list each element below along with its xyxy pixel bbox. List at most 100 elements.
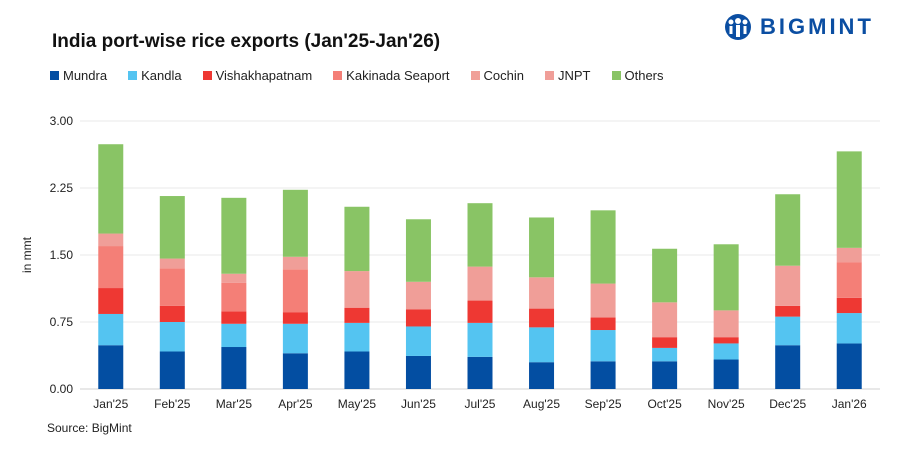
legend-swatch [611, 71, 621, 80]
bar-segment-jnpt [529, 277, 555, 309]
legend-label: Kakinada Seaport [346, 68, 450, 83]
x-tick-label: Apr'25 [278, 397, 313, 411]
bar-segment-kakinada-seaport [98, 246, 124, 289]
bar-segment-kakinada-seaport [159, 268, 185, 306]
legend-item-jnpt: JNPT [545, 68, 591, 83]
bar-segment-kakinada-seaport [282, 269, 308, 313]
bar-segment-others [159, 196, 185, 259]
bar-segment-kandla [590, 330, 616, 362]
x-tick-label: Jan'26 [832, 397, 867, 411]
y-tick-label: 2.25 [50, 181, 74, 195]
bar-segment-kandla [652, 347, 678, 362]
legend-label: Mundra [63, 68, 108, 83]
bar-segment-mundra [529, 362, 555, 389]
bar-segment-jnpt [344, 271, 370, 308]
logo-text: BIGMINT [760, 14, 874, 39]
x-tick-label: Dec'25 [769, 397, 806, 411]
x-tick-label: Jul'25 [465, 397, 496, 411]
x-tick-label: May'25 [338, 397, 377, 411]
bar-segment-kandla [529, 327, 555, 363]
bar-segment-others [221, 197, 247, 274]
bar-segment-vishakhapatnam [405, 309, 431, 327]
bigmint-logo: BIGMINT [724, 13, 874, 41]
bar-segment-kandla [775, 316, 801, 346]
bar-segment-vishakhapatnam [529, 308, 555, 328]
bar-segment-vishakhapatnam [467, 300, 493, 323]
bar-segment-kakinada-seaport [836, 262, 862, 298]
bar-segment-vishakhapatnam [775, 305, 801, 317]
bar-segment-vishakhapatnam [836, 297, 862, 314]
x-tick-label: Jun'25 [401, 397, 436, 411]
x-tick-label: Mar'25 [216, 397, 253, 411]
legend-swatch [470, 71, 480, 80]
legend-label: Vishakhapatnam [215, 68, 313, 83]
legend-label: Cochin [483, 68, 524, 83]
bar-segment-others [836, 151, 862, 248]
bar-segment-mundra [713, 359, 739, 389]
bar-segment-jnpt [282, 256, 308, 270]
legend-item-kakinada-seaport: Kakinada Seaport [333, 68, 450, 83]
bar-segment-kandla [467, 322, 493, 357]
bar-segment-jnpt [713, 310, 739, 338]
x-tick-label: Feb'25 [154, 397, 191, 411]
bar-segment-kandla [344, 322, 370, 352]
bar-segment-jnpt [98, 233, 124, 247]
bar-segment-vishakhapatnam [159, 305, 185, 322]
legend-item-cochin: Cochin [470, 68, 524, 83]
bar-segment-mundra [775, 345, 801, 389]
y-axis-label: in mmt [20, 236, 34, 273]
bar-segment-mundra [159, 351, 185, 389]
bar-segment-mundra [282, 353, 308, 389]
bar-segment-mundra [98, 345, 124, 389]
source-note: Source: BigMint [47, 421, 132, 435]
y-tick-label: 0.75 [50, 315, 74, 329]
bar-segment-jnpt [590, 283, 616, 318]
bar-segment-others [775, 194, 801, 266]
bar-segment-kandla [98, 313, 124, 346]
bar-segment-kandla [405, 326, 431, 356]
bar-segment-jnpt [405, 281, 431, 310]
y-tick-label: 3.00 [50, 114, 74, 128]
bar-segment-vishakhapatnam [98, 288, 124, 314]
chart-title: India port-wise rice exports (Jan'25-Jan… [52, 31, 441, 52]
bar-segment-others [652, 248, 678, 303]
bar-segment-others [529, 217, 555, 278]
bar-segment-mundra [836, 343, 862, 389]
bar-segment-others [282, 189, 308, 257]
bar-segment-mundra [590, 361, 616, 389]
bigmint-logo-icon [725, 14, 751, 40]
bar-segment-jnpt [836, 247, 862, 263]
y-tick-label: 0.00 [50, 382, 74, 396]
bar-segment-others [344, 206, 370, 272]
bar-segment-jnpt [159, 258, 185, 269]
x-tick-label: Nov'25 [708, 397, 745, 411]
bar-segment-others [467, 203, 493, 267]
bar-segment-mundra [652, 361, 678, 389]
legend: Mundra Kandla Vishakhapatnam Kakinada Seapo… [50, 68, 685, 83]
bar-segment-vishakhapatnam [713, 337, 739, 344]
legend-swatch [128, 71, 138, 80]
bar-segment-vishakhapatnam [344, 307, 370, 323]
bar-segment-mundra [221, 347, 247, 389]
bar-segment-jnpt [221, 273, 247, 283]
legend-swatch [202, 71, 212, 80]
bar-segment-kandla [221, 323, 247, 348]
legend-item-vishakhapatnam: Vishakhapatnam [202, 68, 313, 83]
legend-label: JNPT [558, 68, 591, 83]
bar-segment-kandla [713, 343, 739, 360]
bar-segment-others [405, 219, 431, 282]
legend-label: Others [624, 68, 664, 83]
bar-segment-jnpt [652, 302, 678, 338]
legend-item-others: Others [611, 68, 664, 83]
bar-segment-kakinada-seaport [221, 282, 247, 312]
x-tick-label: Jan'25 [93, 397, 128, 411]
bar-segment-mundra [405, 355, 431, 389]
bar-segment-vishakhapatnam [282, 312, 308, 324]
bar-segment-jnpt [467, 266, 493, 301]
x-tick-label: Sep'25 [585, 397, 622, 411]
bar-segment-others [590, 210, 616, 284]
bar-segment-others [98, 144, 124, 234]
legend-item-kandla: Kandla [128, 68, 182, 83]
